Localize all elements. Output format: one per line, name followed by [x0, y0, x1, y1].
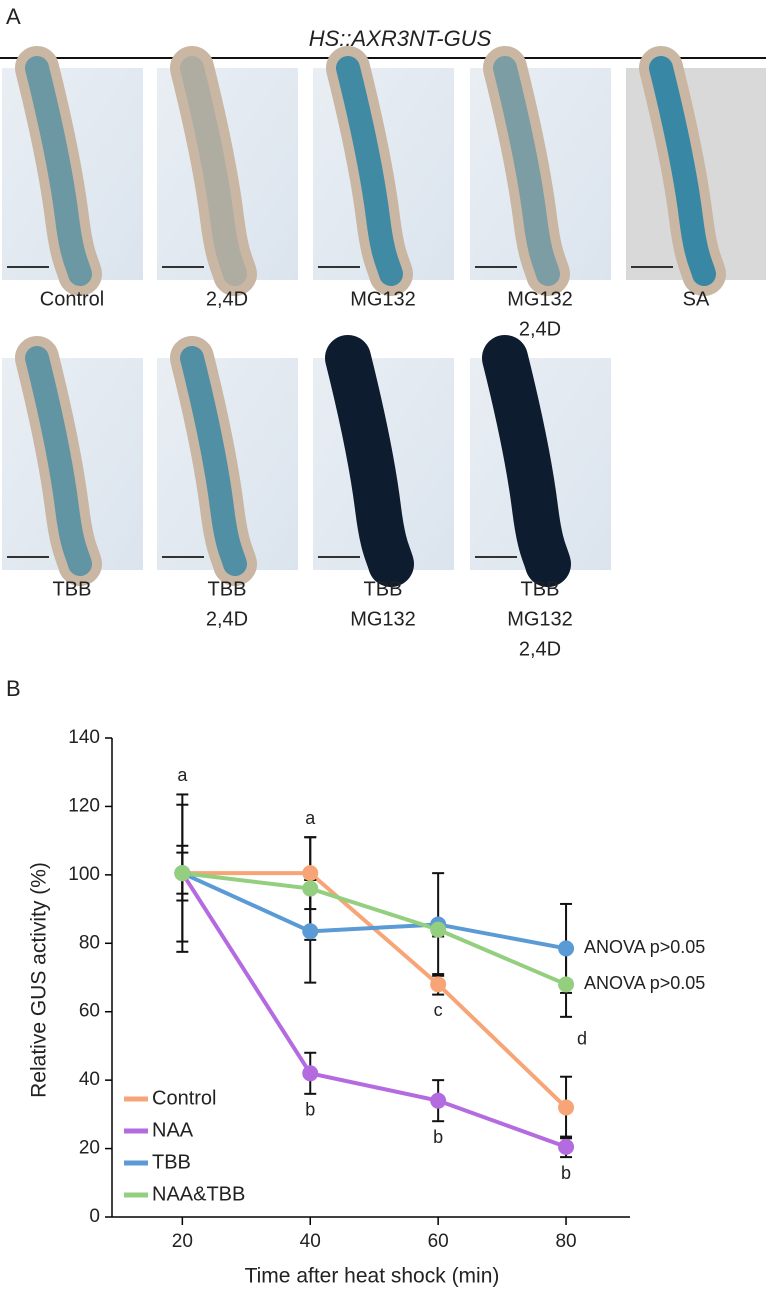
micrograph	[313, 46, 454, 296]
series-line	[182, 871, 567, 987]
y-tick-label: 60	[79, 1001, 100, 1022]
y-axis-label: Relative GUS activity (%)	[28, 862, 51, 1098]
x-tick-label: 80	[555, 1231, 576, 1252]
legend-label: NAA&TBB	[152, 1183, 245, 1205]
root-stain	[180, 56, 247, 286]
significance-label: b	[305, 1100, 315, 1120]
series-line	[181, 871, 567, 951]
significance-label: d	[577, 1028, 587, 1048]
image-caption: 2,4D	[206, 608, 248, 630]
root-stain	[25, 346, 92, 576]
marker	[430, 1092, 447, 1109]
x-axis-label: Time after heat shock (min)	[245, 1265, 500, 1288]
y-tick-label: 40	[79, 1069, 100, 1090]
micrograph	[470, 335, 611, 587]
marker	[558, 940, 575, 957]
y-tick-label: 140	[68, 727, 100, 748]
root	[170, 46, 257, 296]
marker	[302, 923, 319, 940]
root-stain	[325, 335, 414, 587]
marker	[302, 880, 319, 897]
anova-label: ANOVA p>0.05	[584, 973, 705, 993]
panel-title: HS::AXR3NT-GUS	[309, 26, 492, 51]
marker	[430, 921, 447, 938]
root-stain	[482, 335, 571, 587]
micrograph	[2, 336, 143, 586]
significance-label: b	[433, 1127, 443, 1147]
image-caption: TBB	[208, 578, 247, 600]
legend-label: NAA	[152, 1119, 194, 1141]
y-tick-label: 80	[79, 932, 100, 953]
y-tick-label: 120	[68, 795, 100, 816]
micrograph	[2, 46, 143, 296]
x-tick-label: 60	[428, 1231, 449, 1252]
image-caption: TBB	[53, 578, 92, 600]
image-caption: MG132	[350, 288, 416, 310]
significance-label: a	[177, 765, 188, 785]
root-stain	[649, 56, 716, 286]
micrograph	[157, 46, 298, 296]
micrograph	[626, 46, 766, 296]
marker	[430, 976, 447, 993]
y-tick-label: 20	[79, 1138, 100, 1159]
marker	[558, 976, 575, 993]
marker	[302, 1065, 319, 1082]
significance-label: a	[305, 808, 316, 828]
root-stain	[25, 56, 92, 286]
image-caption: SA	[683, 288, 710, 310]
y-tick-label: 100	[68, 864, 100, 885]
significance-label: c	[434, 1000, 443, 1020]
significance-label: b	[561, 1163, 571, 1183]
image-caption: MG132	[507, 288, 573, 310]
micrograph	[470, 46, 611, 296]
image-caption: 2,4D	[519, 638, 561, 660]
image-caption: TBB	[521, 578, 560, 600]
root	[483, 46, 570, 296]
anova-label: ANOVA p>0.05	[584, 937, 705, 957]
micrograph	[313, 335, 454, 587]
x-tick-label: 20	[172, 1231, 193, 1252]
micrograph	[157, 336, 298, 586]
image-caption: MG132	[350, 608, 416, 630]
image-caption: Control	[40, 288, 104, 310]
root-stain	[180, 346, 247, 576]
image-caption: 2,4D	[519, 318, 561, 340]
panel-label: A	[6, 4, 21, 29]
marker	[558, 1138, 575, 1155]
panel-label: B	[6, 676, 21, 701]
image-caption: MG132	[507, 608, 573, 630]
marker	[174, 865, 191, 882]
image-caption: 2,4D	[206, 288, 248, 310]
x-tick-label: 40	[300, 1231, 321, 1252]
marker	[302, 865, 319, 882]
root-stain	[493, 56, 560, 286]
series-line	[180, 872, 567, 1149]
marker	[558, 1099, 575, 1116]
legend-label: Control	[152, 1087, 216, 1109]
root-stain	[336, 56, 403, 286]
image-caption: TBB	[364, 578, 403, 600]
legend-label: TBB	[152, 1151, 191, 1173]
y-tick-label: 0	[89, 1206, 100, 1227]
